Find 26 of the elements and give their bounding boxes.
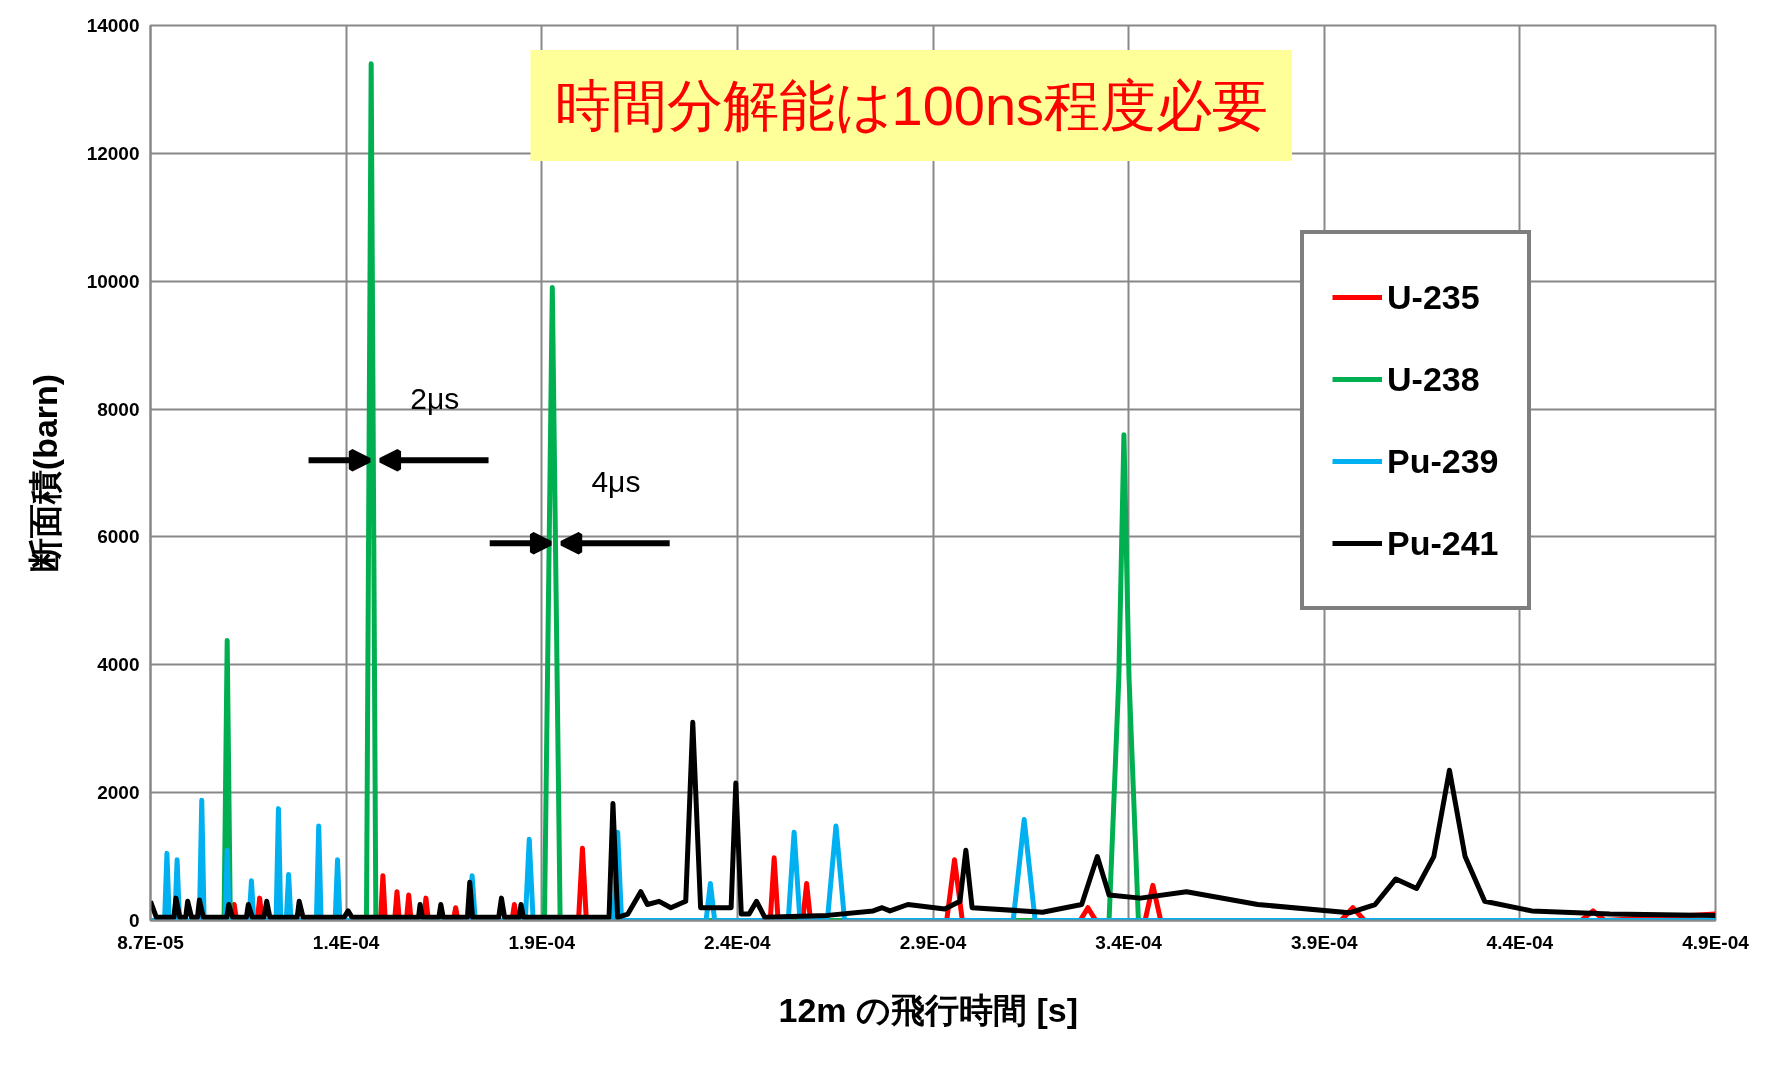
y-tick-label: 6000 [97,526,140,548]
x-tick-label: 4.4E-04 [1486,931,1554,953]
legend-label: Pu-239 [1387,440,1499,482]
x-axis-title: 12m の飛行時間 [s] [778,990,1079,1029]
legend-label: U-238 [1387,358,1480,400]
y-tick-label: 10000 [86,270,140,292]
x-tick-label: 1.4E-04 [312,931,380,953]
x-tick-label: 8.7E-05 [117,931,185,953]
x-tick-label: 1.9E-04 [508,931,576,953]
annotation: 2μs [410,382,460,416]
y-tick-label: 2000 [97,782,140,804]
legend-label: Pu-241 [1387,522,1499,564]
x-tick-label: 3.4E-04 [1095,931,1163,953]
annotation: 時間分解能は100ns程度必要 [554,74,1269,137]
x-tick-label: 4.9E-04 [1682,931,1750,953]
x-tick-label: 2.9E-04 [899,931,967,953]
annotation: 4μs [591,465,641,499]
x-tick-label: 3.9E-04 [1290,931,1358,953]
y-axis-title: 断面積(barn) [25,373,64,573]
y-tick-label: 8000 [97,398,140,420]
y-tick-label: 12000 [86,142,140,164]
y-tick-label: 14000 [86,15,140,36]
legend-label: U-235 [1387,276,1480,318]
y-tick-label: 0 [128,910,140,931]
y-tick-label: 4000 [97,654,140,676]
x-tick-label: 2.4E-04 [704,931,772,953]
